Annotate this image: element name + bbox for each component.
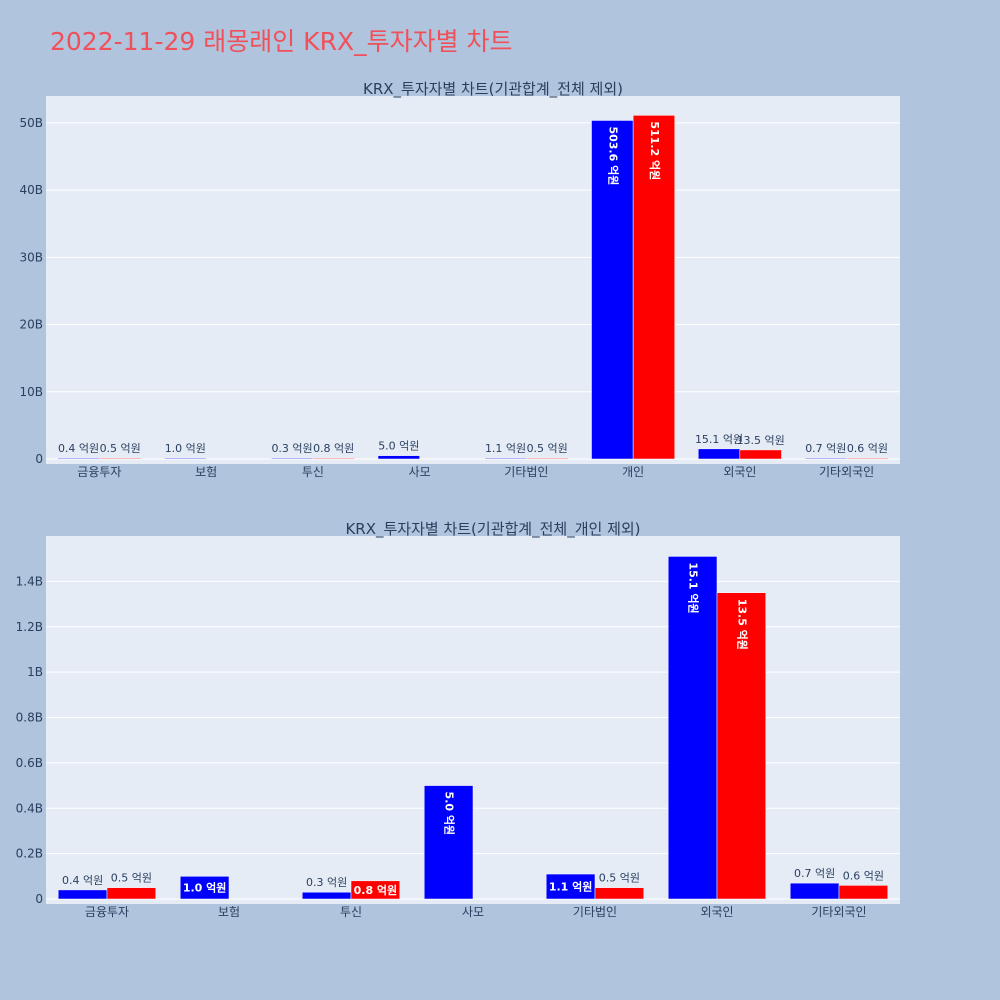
bar-a [804,457,847,460]
bar-a [789,882,840,900]
page-title: 2022-11-29 래몽래인 KRX_투자자별 차트 [50,27,513,56]
y-tick-label: 1B [27,665,43,679]
x-tick-label: 개인 [622,465,644,479]
y-tick-label: 1.2B [16,620,43,634]
bar-a [697,448,741,460]
x-tick-label: 기타외국인 [811,905,866,919]
plot-area [46,96,900,464]
data-label: 0.4 억원 [62,874,103,887]
data-label: 511.2 억원 [648,121,662,180]
data-label: 1.0 억원 [165,442,206,455]
data-label: 0.7 억원 [805,442,846,455]
x-tick-label: 기타법인 [573,905,617,919]
data-label: 0.7 억원 [794,867,835,880]
x-tick-label: 사모 [462,905,484,919]
y-tick-label: 0.6B [16,756,43,770]
data-label: 0.5 억원 [599,872,640,885]
bar-b [739,449,782,460]
bar-a [57,457,100,460]
y-tick-label: 50B [19,116,43,130]
x-tick-label: 기타외국인 [819,465,874,479]
bar-a [301,891,352,900]
y-tick-label: 0.2B [16,847,43,861]
bar-a [57,889,108,900]
y-tick-label: 30B [19,250,43,264]
y-tick-label: 10B [19,385,43,399]
x-tick-label: 외국인 [723,465,756,479]
x-tick-label: 외국인 [700,905,733,919]
bar-b [632,115,676,460]
x-tick-label: 투신 [302,465,324,479]
data-label: 0.6 억원 [843,869,884,882]
bar-a [545,873,596,900]
bar-b [526,457,569,460]
bar-b [106,887,157,900]
data-label: 1.0 억원 [183,881,227,895]
chart-title: KRX_투자자별 차트(기관합계_전체_개인 제외) [345,520,640,539]
bar-b [312,457,355,460]
chart-top: 0 10B 20B 30B 40B 50B KRX_투자자별 차트(기관합계_전체 제외) 금… [19,80,900,479]
chart-bottom: 0 0.2B 0.4B 0.6B 0.8B 1B 1.2B 1.4B KRX_투자자별 차트(기… [16,520,900,919]
x-tick-label: 보험 [195,465,217,479]
bar-a [270,457,314,460]
bar-b [594,887,645,900]
bar-b [838,885,889,900]
data-label: 0.8 억원 [313,442,354,455]
x-tick-label: 금융투자 [77,465,121,479]
data-label: 503.6 억원 [606,126,620,185]
data-label: 0.3 억원 [306,876,347,889]
bar-b [716,592,767,900]
y-tick-label: 1.4B [16,574,43,588]
data-label: 1.1 억원 [549,880,593,894]
x-tick-label: 보험 [218,905,240,919]
y-tick-label: 40B [19,183,43,197]
y-tick-label: 0.8B [16,711,43,725]
data-label: 1.1 억원 [485,442,526,455]
y-tick-label: 0 [35,892,43,906]
bar-a [667,556,718,900]
data-label: 0.3 억원 [271,442,312,455]
data-label: 0.5 억원 [111,872,152,885]
y-tick-label: 0.4B [16,801,43,815]
bar-a [179,876,230,900]
data-label: 5.0 억원 [443,792,457,836]
data-label: 0.8 억원 [354,883,398,897]
data-label: 5.0 억원 [378,440,419,453]
data-label: 13.5 억원 [735,599,749,650]
y-tick-label: 20B [19,318,43,332]
y-tick-label: 0 [35,452,43,466]
x-tick-label: 금융투자 [85,905,129,919]
bar-b [350,880,401,900]
data-label: 0.4 억원 [58,442,99,455]
data-label: 0.5 억원 [100,442,141,455]
bar-a [484,457,527,460]
bar-a [423,785,474,900]
bar-a [377,455,420,460]
data-label: 15.1 억원 [687,562,701,613]
data-label: 0.6 억원 [847,442,888,455]
chart-title: KRX_투자자별 차트(기관합계_전체 제외) [363,80,623,99]
x-tick-label: 기타법인 [504,465,548,479]
data-label: 0.5 억원 [527,442,568,455]
data-label: 13.5 억원 [737,434,785,447]
x-tick-label: 투신 [340,905,362,919]
bar-b [846,457,889,460]
bar-b [99,457,142,460]
x-tick-label: 사모 [409,465,431,479]
data-label: 15.1 억원 [695,433,743,446]
bar-a [164,457,207,460]
